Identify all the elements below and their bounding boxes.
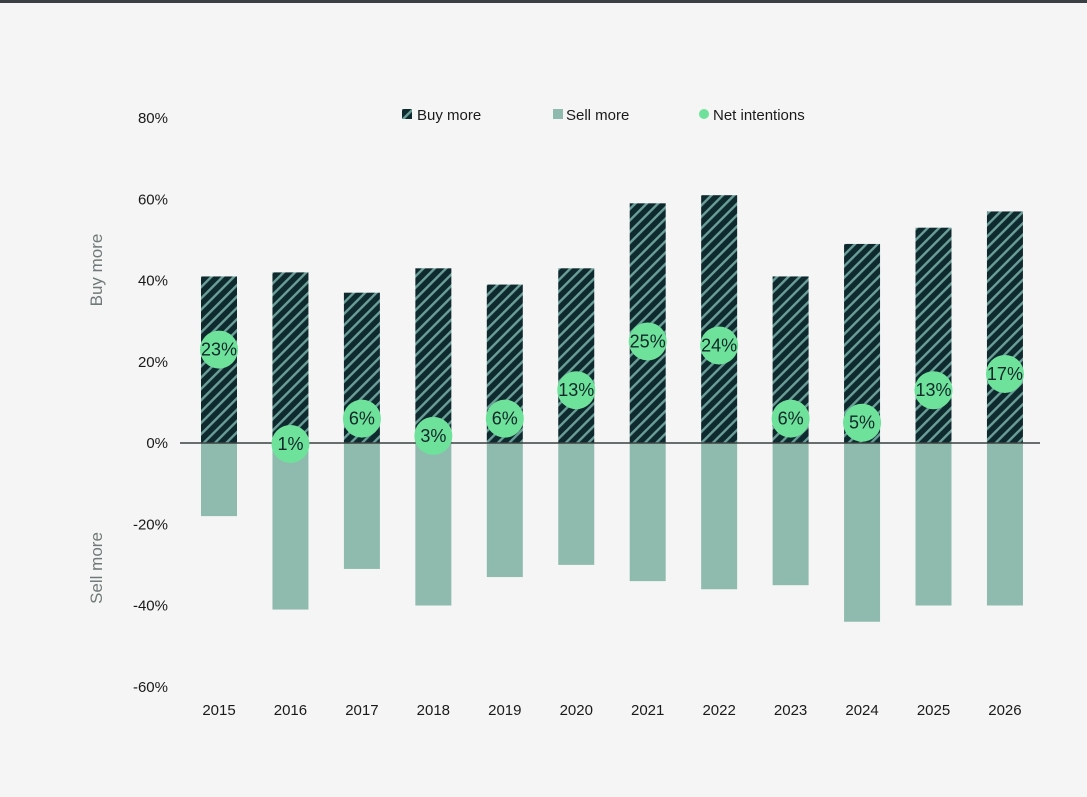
net-intentions-label: 17% bbox=[987, 364, 1023, 384]
buy-more-bar-2018 bbox=[415, 268, 452, 443]
x-tick-label: 2018 bbox=[417, 702, 450, 719]
net-intentions-label: 6% bbox=[492, 409, 518, 429]
net-intentions-label: 24% bbox=[701, 336, 737, 356]
net-intentions-label: 5% bbox=[849, 413, 875, 433]
sell-more-bar-2024 bbox=[844, 443, 881, 622]
net-intentions-point-2022 bbox=[700, 326, 739, 365]
x-tick-label: 2026 bbox=[988, 702, 1021, 719]
buy-more-bar-2025 bbox=[915, 227, 952, 443]
sell-more-bar-2020 bbox=[558, 443, 595, 565]
sell-more-bar-2022 bbox=[701, 443, 738, 590]
buy-more-bar-2016 bbox=[272, 272, 309, 443]
y-tick-label: 20% bbox=[138, 354, 168, 371]
buy-more-bar-2022 bbox=[701, 195, 738, 443]
legend-swatch-net-intentions bbox=[699, 109, 709, 119]
x-tick-label: 2025 bbox=[917, 702, 950, 719]
y-tick-label: 0% bbox=[146, 435, 168, 452]
legend-label-sell-more: Sell more bbox=[566, 107, 629, 124]
x-tick-label: 2015 bbox=[202, 702, 235, 719]
x-tick-label: 2021 bbox=[631, 702, 664, 719]
net-intentions-label: 13% bbox=[558, 380, 594, 400]
y-tick-label: 80% bbox=[138, 110, 168, 127]
sell-more-bar-2017 bbox=[343, 443, 380, 569]
y-tick-label: -40% bbox=[133, 598, 168, 615]
y-tick-label: -20% bbox=[133, 516, 168, 533]
net-intentions-point-2017 bbox=[342, 399, 381, 438]
y-tick-label: -60% bbox=[133, 679, 168, 696]
net-intentions-point-2023 bbox=[771, 399, 810, 438]
net-intentions-label: 6% bbox=[349, 409, 375, 429]
net-intentions-point-2016 bbox=[271, 424, 310, 463]
net-intentions-label: 25% bbox=[630, 331, 666, 351]
sell-more-bar-2023 bbox=[772, 443, 809, 586]
net-intentions-point-2019 bbox=[485, 399, 524, 438]
legend-swatch-sell-more bbox=[553, 109, 563, 119]
net-intentions-label: 6% bbox=[778, 409, 804, 429]
x-tick-label: 2024 bbox=[845, 702, 878, 719]
net-intentions-label: 23% bbox=[201, 340, 237, 360]
x-tick-label: 2022 bbox=[702, 702, 735, 719]
y-tick-label: 60% bbox=[138, 191, 168, 208]
legend: Buy more Sell more Net intentions bbox=[402, 107, 805, 124]
net-intentions-point-2024 bbox=[843, 403, 882, 442]
sell-more-bar-2026 bbox=[986, 443, 1023, 606]
sell-more-bar-2016 bbox=[272, 443, 309, 610]
sell-more-bar-2021 bbox=[629, 443, 666, 582]
legend-label-net-intentions: Net intentions bbox=[713, 107, 805, 124]
x-tick-label: 2016 bbox=[274, 702, 307, 719]
net-intentions-label: 3% bbox=[420, 426, 446, 446]
net-intentions-point-2021 bbox=[628, 322, 667, 361]
y-axis-label-buy-more: Buy more bbox=[87, 234, 106, 307]
net-intentions-point-2018 bbox=[414, 416, 453, 455]
x-tick-label: 2020 bbox=[560, 702, 593, 719]
sell-more-bar-2015 bbox=[201, 443, 237, 517]
legend-label-buy-more: Buy more bbox=[417, 107, 481, 124]
x-tick-label: 2017 bbox=[345, 702, 378, 719]
net-intentions-point-2015 bbox=[200, 330, 238, 369]
net-intentions-point-2025 bbox=[914, 371, 953, 410]
net-intentions-label: 13% bbox=[915, 380, 951, 400]
x-tick-label: 2023 bbox=[774, 702, 807, 719]
y-tick-label: 40% bbox=[138, 273, 168, 290]
net-intentions-point-2026 bbox=[985, 354, 1024, 393]
net-intentions-label: 1% bbox=[277, 434, 303, 454]
buy-more-bar-2020 bbox=[558, 268, 595, 443]
sell-more-bar-2025 bbox=[915, 443, 952, 606]
sell-more-bar-2019 bbox=[486, 443, 523, 578]
legend-swatch-buy-more bbox=[402, 109, 412, 119]
sell-more-bar-2018 bbox=[415, 443, 452, 606]
x-tick-label: 2019 bbox=[488, 702, 521, 719]
y-axis-label-sell-more: Sell more bbox=[87, 532, 106, 604]
buy-more-bar-2026 bbox=[986, 211, 1023, 443]
top-border bbox=[0, 0, 1087, 3]
net-intentions-point-2020 bbox=[557, 371, 596, 410]
